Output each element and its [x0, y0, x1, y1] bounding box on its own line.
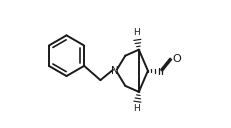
Text: O: O: [173, 54, 182, 64]
Text: N: N: [111, 66, 119, 76]
Text: H: H: [133, 28, 140, 37]
Text: H: H: [133, 104, 140, 113]
